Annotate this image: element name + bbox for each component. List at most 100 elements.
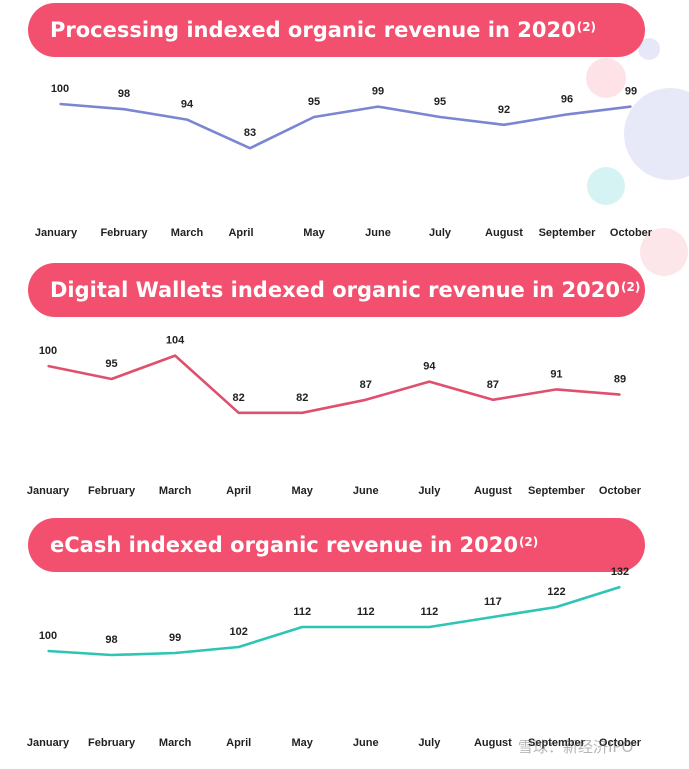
chart-title-text: eCash indexed organic revenue in 2020 xyxy=(50,533,518,557)
data-point xyxy=(364,399,367,401)
x-tick-label: March xyxy=(171,227,204,239)
x-tick-label: October xyxy=(610,227,653,239)
data-label: 100 xyxy=(51,83,69,95)
data-label: 82 xyxy=(233,392,245,404)
data-point xyxy=(377,105,379,108)
data-label: 98 xyxy=(118,88,130,100)
chart-title-processing: Processing indexed organic revenue in 20… xyxy=(28,3,645,57)
data-label: 117 xyxy=(484,596,502,608)
data-point xyxy=(59,103,61,105)
data-label: 92 xyxy=(498,104,510,116)
x-tick-label: October xyxy=(599,737,642,749)
data-label: 87 xyxy=(487,379,499,391)
x-tick-label: June xyxy=(353,485,379,497)
x-tick-label: July xyxy=(418,737,441,749)
x-tick-label: May xyxy=(303,227,325,239)
x-tick-label: August xyxy=(485,227,523,239)
data-label: 91 xyxy=(550,368,562,380)
data-label: 112 xyxy=(357,606,375,618)
decorative-circle-pink xyxy=(586,58,626,98)
x-tick-label: March xyxy=(159,485,192,497)
decorative-circle-teal xyxy=(587,167,625,205)
chart-title-superscript: (2) xyxy=(621,280,641,294)
series-line xyxy=(47,585,621,657)
x-tick-label: February xyxy=(88,485,136,497)
x-tick-label: July xyxy=(429,227,452,239)
data-point xyxy=(503,124,505,126)
x-tick-label: January xyxy=(35,227,78,239)
processing-line-chart: 100 January 98 February 94 March 83 April 95 May 9… xyxy=(35,83,653,239)
data-label: 95 xyxy=(308,96,320,108)
data-label: 94 xyxy=(423,361,436,373)
data-point xyxy=(174,354,176,357)
watermark: 雪球：新经济IPO xyxy=(518,738,634,756)
data-label: 132 xyxy=(611,566,629,578)
digital-wallets-line-chart: 100 January 95 February 104 March 82 April 82 May… xyxy=(27,335,642,497)
x-tick-label: August xyxy=(474,737,512,749)
chart-title-text: Processing indexed organic revenue in 20… xyxy=(50,18,576,42)
chart-title-superscript: (2) xyxy=(576,20,597,34)
data-label: 122 xyxy=(547,586,565,598)
data-label: 104 xyxy=(166,335,185,347)
chart-title-ecash: eCash indexed organic revenue in 2020 (2) xyxy=(28,518,645,572)
data-point xyxy=(619,393,621,396)
series-line xyxy=(47,354,621,415)
data-point xyxy=(492,399,494,401)
data-label: 100 xyxy=(39,345,57,357)
data-point xyxy=(174,652,176,654)
x-tick-label: July xyxy=(418,485,441,497)
chart-title-digital-wallets: Digital Wallets indexed organic revenue … xyxy=(28,263,645,317)
x-tick-label: January xyxy=(27,485,70,497)
decorative-circle-large xyxy=(624,88,689,180)
data-point xyxy=(186,118,188,121)
data-point xyxy=(566,113,568,116)
data-point xyxy=(47,365,49,367)
data-label: 95 xyxy=(105,358,117,370)
x-tick-label: April xyxy=(226,485,251,497)
data-point xyxy=(428,380,431,383)
x-tick-label: May xyxy=(292,737,314,749)
x-tick-label: June xyxy=(365,227,391,239)
data-point xyxy=(364,626,367,628)
data-label: 83 xyxy=(244,127,256,139)
x-tick-label: June xyxy=(353,737,379,749)
data-label: 96 xyxy=(561,93,573,105)
data-point xyxy=(492,616,494,618)
data-point xyxy=(555,606,558,608)
decorative-circle-pink-lower xyxy=(640,228,688,276)
data-label: 94 xyxy=(181,99,194,111)
x-tick-label: February xyxy=(100,227,148,239)
x-tick-label: September xyxy=(528,485,586,497)
x-tick-label: October xyxy=(599,485,642,497)
data-point xyxy=(237,412,240,414)
chart-title-text: Digital Wallets indexed organic revenue … xyxy=(50,278,620,302)
x-tick-label: April xyxy=(226,737,251,749)
decorative-circle-small xyxy=(638,38,660,60)
data-point xyxy=(313,116,315,118)
data-label: 99 xyxy=(625,86,637,98)
data-label: 102 xyxy=(229,626,247,638)
data-label: 112 xyxy=(420,606,438,618)
data-point xyxy=(47,650,49,652)
data-label: 99 xyxy=(372,86,384,98)
x-tick-label: February xyxy=(88,737,136,749)
x-tick-label: September xyxy=(528,737,586,749)
data-label: 89 xyxy=(614,374,626,386)
data-point xyxy=(237,646,240,648)
data-point xyxy=(249,147,251,149)
data-label: 99 xyxy=(169,632,181,644)
data-point xyxy=(123,108,125,110)
x-tick-label: March xyxy=(159,737,192,749)
x-tick-label: April xyxy=(228,227,253,239)
data-label: 82 xyxy=(296,392,308,404)
data-point xyxy=(555,388,558,391)
x-tick-label: August xyxy=(474,485,512,497)
data-point xyxy=(110,654,113,656)
series-line xyxy=(59,102,632,150)
x-tick-label: September xyxy=(539,227,597,239)
x-tick-label: May xyxy=(292,485,314,497)
data-point xyxy=(439,116,441,118)
data-label: 112 xyxy=(293,606,311,618)
chart-title-superscript: (2) xyxy=(518,535,539,549)
